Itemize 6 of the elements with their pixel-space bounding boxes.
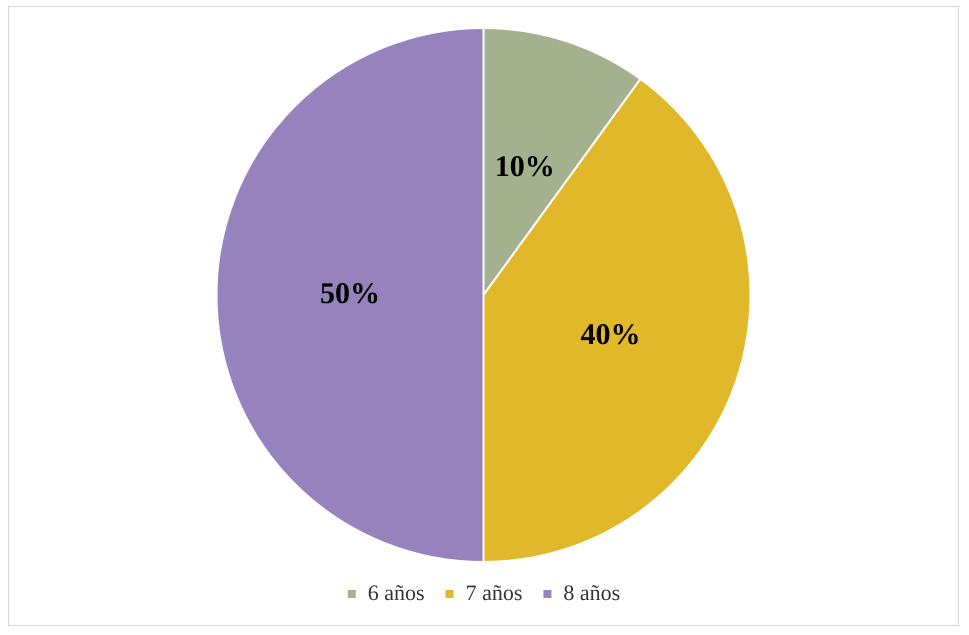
legend-label: 8 años [563, 580, 620, 605]
legend-label: 6 años [368, 580, 425, 605]
data-label: 50% [320, 276, 380, 310]
data-label: 10% [494, 150, 555, 183]
legend-label: 7 años [466, 580, 522, 605]
data-label: 40% [580, 318, 640, 352]
